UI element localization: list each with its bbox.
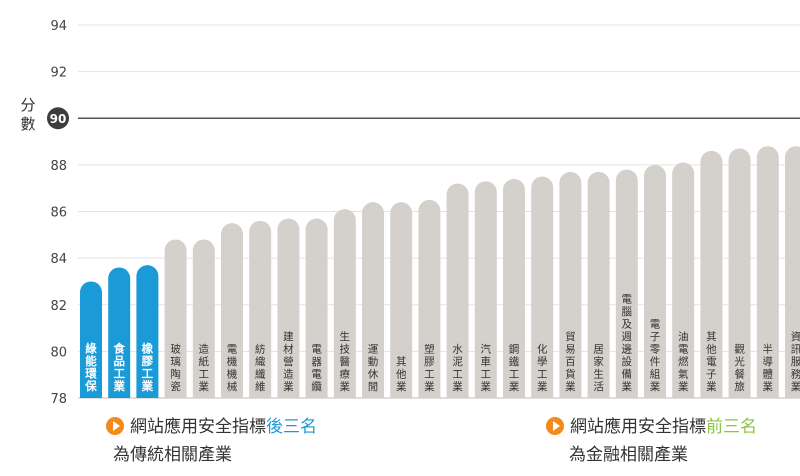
bar-category-label: 鋼鐵工業 [509, 343, 520, 394]
bar-category-label: 紡織纖維 [255, 343, 266, 394]
bar-category-label: 水泥工業 [452, 344, 463, 394]
y-tick-label: 78 [50, 392, 67, 407]
play-arrow-icon [106, 417, 124, 435]
y-tick-label: 94 [50, 19, 67, 34]
bar [80, 281, 102, 398]
bar-category-label: 電器電纜 [311, 344, 322, 394]
caption-left-line2: 為傳統相關產業 [113, 445, 232, 465]
bar [728, 148, 751, 398]
bar-category-label: 其他電子業 [706, 331, 717, 393]
bar [700, 150, 723, 398]
bar-category-label: 汽車工業 [481, 343, 492, 394]
bar [785, 146, 800, 398]
y-tick-label: 82 [50, 299, 67, 314]
play-arrow-icon [546, 417, 564, 435]
y-tick-label: 88 [50, 159, 67, 174]
bar [531, 176, 554, 398]
bar-category-label: 資訊服務業 [791, 331, 800, 393]
bar-category-label: 油電燃氣業 [678, 330, 689, 393]
bar-category-label: 食品工業 [112, 342, 125, 394]
bar-category-label: 玻璃陶瓷 [170, 343, 181, 394]
y-axis-label: 分數 [20, 96, 35, 133]
bar [756, 146, 779, 398]
caption-left-prefix: 網站應用安全指標 [130, 417, 266, 437]
bar [390, 202, 413, 398]
bar-category-label: 電腦及週邊設備業 [622, 294, 633, 394]
bar-category-label: 建材營造業 [283, 330, 294, 393]
bar-category-label: 綠能環保 [84, 342, 97, 394]
caption-right-line1: 網站應用安全指標前三名 [546, 412, 757, 437]
bar-category-label: 造紙工業 [199, 343, 210, 394]
bar-category-label: 塑膠工業 [424, 343, 435, 394]
y-tick-label: 86 [50, 206, 67, 221]
bar-category-label: 運動休閒 [368, 344, 379, 394]
bar [559, 171, 582, 398]
bar [136, 265, 159, 398]
y-tick-label: 80 [50, 345, 67, 360]
bar-category-label: 半導體業 [763, 343, 774, 394]
bar [644, 164, 666, 398]
y-tick-label: 84 [50, 252, 67, 267]
bar-category-label: 電機機械 [227, 344, 238, 394]
y-tick-label: 92 [50, 66, 67, 81]
bar-category-label: 居家生活 [593, 344, 604, 394]
bar [164, 239, 187, 398]
reference-badge-label: 90 [50, 112, 67, 126]
industry-score-chart: 78 80 82 84 86 88 92 94 綠能環保 食品工業 橡膠工業 玻璃陶瓷 造紙工業 電機機械… [20, 19, 800, 407]
caption-right-line2: 為金融相關產業 [569, 445, 688, 465]
caption-right-prefix: 網站應用安全指標 [570, 417, 706, 437]
bar [192, 239, 215, 398]
bar [305, 218, 328, 398]
bar [474, 181, 497, 398]
bar [333, 209, 356, 398]
bar-category-label: 電子零件組業 [650, 319, 661, 394]
bar [277, 218, 300, 398]
bar [672, 162, 695, 398]
bar [249, 220, 272, 398]
caption-right-highlight: 前三名 [706, 417, 757, 437]
bar [221, 223, 243, 398]
bar-category-label: 化學工業 [537, 343, 548, 394]
caption-left-highlight: 後三名 [266, 417, 317, 437]
bar [615, 169, 638, 398]
bar [587, 171, 610, 398]
bar-category-label: 貿易百貨業 [565, 331, 576, 393]
reference-badge [47, 107, 69, 130]
bar [418, 199, 441, 398]
bar-category-label: 觀光餐旅 [734, 344, 745, 394]
bar [503, 178, 525, 398]
bar [108, 267, 131, 398]
bar-category-label: 橡膠工業 [141, 342, 154, 394]
bar-category-label: 其他業 [396, 356, 407, 393]
bar [446, 183, 469, 398]
bar-category-label: 生技醫療業 [340, 330, 351, 393]
caption-left-line1: 網站應用安全指標後三名 [106, 412, 317, 437]
bar [362, 202, 384, 398]
